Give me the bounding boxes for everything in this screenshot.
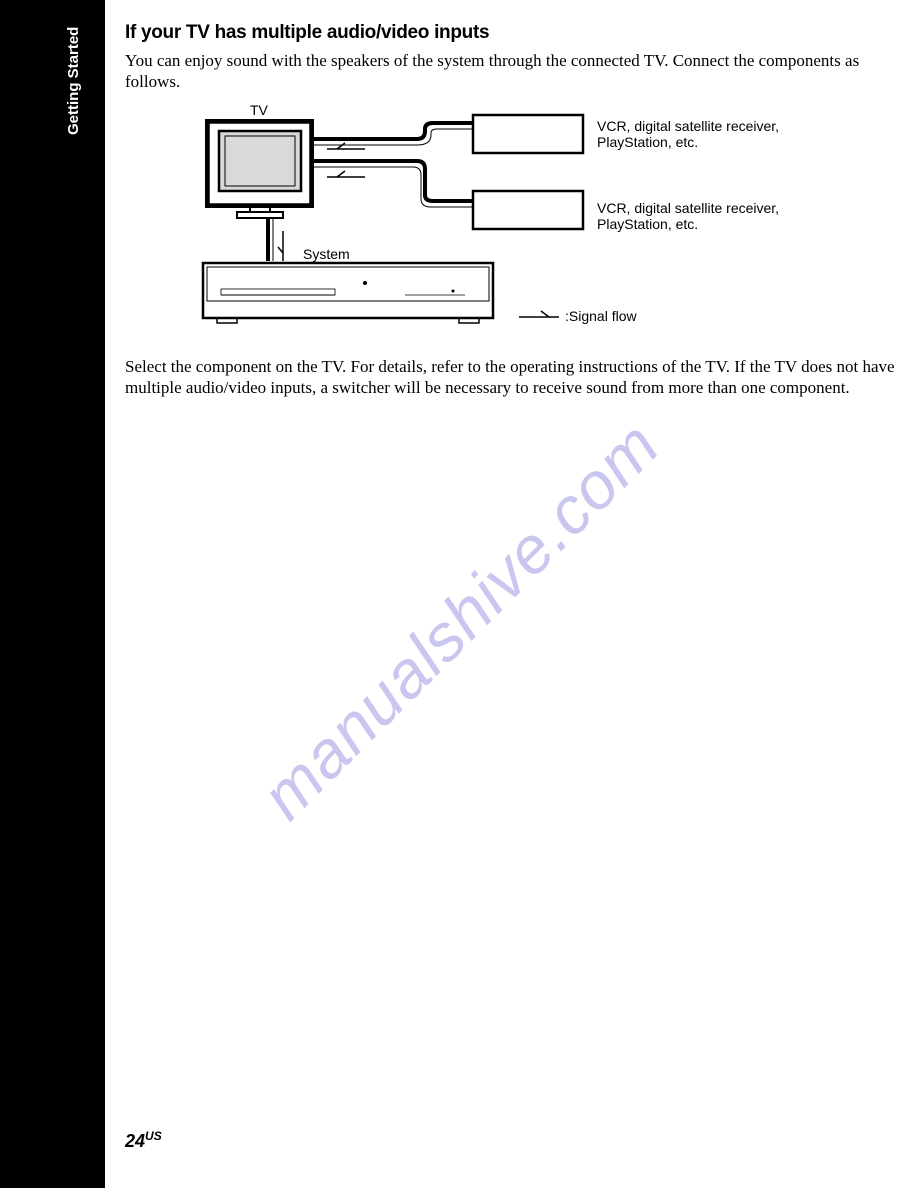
intro-paragraph: You can enjoy sound with the speakers of… bbox=[125, 50, 895, 93]
page-content: If your TV has multiple audio/video inpu… bbox=[125, 22, 895, 402]
section-tab-label: Getting Started bbox=[65, 27, 82, 135]
connection-diagram: TV bbox=[165, 103, 895, 348]
followup-paragraph: Select the component on the TV. For deta… bbox=[125, 356, 895, 399]
page-heading: If your TV has multiple audio/video inpu… bbox=[125, 22, 895, 44]
page-number-suffix: US bbox=[145, 1129, 162, 1143]
system-label-svg: System bbox=[303, 246, 350, 262]
device2-label: VCR, digital satellite receiver, PlaySta… bbox=[597, 200, 817, 234]
signal-flow-label-svg: :Signal flow bbox=[565, 308, 637, 324]
watermark-text: manualshive.com bbox=[246, 406, 673, 833]
tv-label-svg: TV bbox=[250, 103, 269, 118]
device1-label: VCR, digital satellite receiver, PlaySta… bbox=[597, 118, 817, 152]
page-number-value: 24 bbox=[125, 1131, 145, 1151]
page-number: 24US bbox=[125, 1129, 162, 1152]
sidebar-black-strip bbox=[0, 0, 105, 1188]
